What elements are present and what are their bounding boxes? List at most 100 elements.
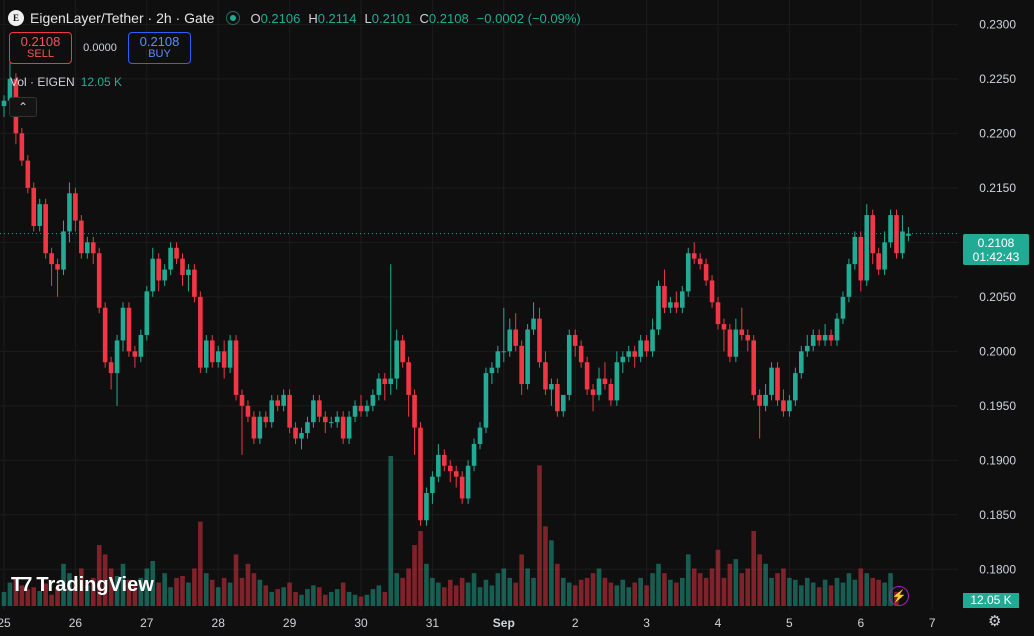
volume-bar bbox=[79, 568, 84, 606]
volume-bar bbox=[108, 568, 114, 606]
volume-label: Vol · EIGEN bbox=[10, 75, 75, 89]
trade-panel: 0.2108 SELL 0.0000 0.2108 BUY bbox=[9, 32, 191, 64]
candle-body bbox=[257, 416, 263, 439]
candle-body bbox=[745, 334, 751, 341]
volume-bar bbox=[430, 577, 435, 606]
candle-body bbox=[680, 291, 685, 308]
volume-bar bbox=[305, 589, 310, 606]
volume-bar bbox=[96, 545, 102, 606]
volume-bar bbox=[192, 568, 197, 606]
volume-bar bbox=[436, 582, 441, 606]
lightning-icon[interactable]: ⚡ bbox=[889, 586, 909, 606]
buy-button[interactable]: 0.2108 BUY bbox=[128, 32, 191, 64]
candle-body bbox=[447, 465, 453, 472]
volume-bar bbox=[281, 587, 286, 606]
candle-body bbox=[150, 258, 156, 292]
volume-bar bbox=[816, 587, 822, 606]
volume-bar bbox=[840, 582, 846, 606]
candle-body bbox=[477, 427, 483, 444]
tradingview-logo[interactable]: T7 TradingView bbox=[11, 574, 154, 597]
volume-bar bbox=[525, 568, 530, 606]
candles bbox=[1, 62, 911, 526]
volume-bar bbox=[864, 573, 870, 606]
candle-body bbox=[108, 362, 114, 374]
volume-bar bbox=[537, 465, 542, 606]
candle-body bbox=[346, 416, 352, 439]
candle-body bbox=[739, 329, 745, 335]
candle-body bbox=[644, 340, 649, 352]
volume-bar bbox=[703, 577, 709, 606]
volume-bar bbox=[727, 563, 733, 606]
volume-bar bbox=[846, 573, 852, 606]
volume-bar bbox=[245, 563, 251, 606]
volume-bar bbox=[561, 577, 566, 606]
price-axis[interactable]: 0.23000.22500.22000.21500.21000.20500.20… bbox=[979, 17, 1016, 576]
candle-body bbox=[31, 187, 37, 226]
volume-bar bbox=[745, 568, 751, 606]
candle-body bbox=[465, 465, 471, 499]
volume-bar bbox=[870, 577, 875, 606]
volume-bar bbox=[114, 576, 120, 606]
candle-body bbox=[876, 253, 881, 270]
candle-body bbox=[697, 258, 703, 265]
candle-body bbox=[281, 394, 286, 406]
time-tick-label: 26 bbox=[69, 616, 83, 630]
candle-body bbox=[120, 307, 126, 341]
volume-bar bbox=[549, 540, 554, 606]
market-status-icon[interactable] bbox=[226, 11, 241, 25]
volume-bar bbox=[269, 591, 275, 606]
sell-button[interactable]: 0.2108 SELL bbox=[9, 32, 72, 64]
candle-body bbox=[781, 400, 786, 412]
volume-bar bbox=[168, 587, 173, 606]
candle-body bbox=[436, 454, 441, 477]
time-tick-label: 31 bbox=[426, 616, 440, 630]
candle-body bbox=[287, 394, 292, 428]
volume-bar bbox=[204, 573, 209, 606]
price-tick-label: 0.2150 bbox=[979, 181, 1016, 195]
candle-body bbox=[334, 416, 340, 423]
volume-bar bbox=[465, 582, 471, 606]
volume-bar bbox=[251, 573, 257, 606]
eigenlayer-logo-icon[interactable]: E bbox=[8, 10, 24, 26]
volume-bar bbox=[7, 582, 13, 606]
candle-body bbox=[715, 302, 721, 325]
candle-body bbox=[894, 215, 899, 254]
volume-bar bbox=[513, 582, 518, 606]
candle-body bbox=[96, 253, 102, 308]
volume-bar bbox=[644, 585, 649, 606]
candle-body bbox=[323, 416, 328, 423]
candle-body bbox=[215, 351, 221, 363]
symbol-title[interactable]: EigenLayer/Tether · 2h · Gate bbox=[30, 10, 215, 26]
volume-bar bbox=[691, 568, 697, 606]
volume-bar bbox=[590, 573, 596, 606]
candle-body bbox=[144, 291, 150, 335]
volume-legend[interactable]: Vol · EIGEN 12.05 K bbox=[10, 75, 122, 89]
volume-bar bbox=[775, 573, 780, 606]
time-axis[interactable]: 25 26 27 28 29 30 31 Sep 2 3 4 5 6 7 bbox=[0, 616, 936, 630]
candle-body bbox=[566, 334, 572, 395]
chevron-up-icon[interactable]: ⌃ bbox=[9, 97, 37, 117]
time-tick-label: 30 bbox=[354, 616, 368, 630]
volume-bar bbox=[668, 579, 673, 606]
volume-bar bbox=[31, 587, 37, 606]
price-tick-label: 0.2200 bbox=[979, 126, 1016, 140]
candle-body bbox=[804, 345, 810, 352]
tradingview-mark-icon: T7 bbox=[11, 574, 32, 596]
volume-bar bbox=[126, 579, 132, 606]
candle-body bbox=[638, 340, 643, 357]
volume-bar bbox=[858, 568, 864, 606]
candle-body bbox=[1, 100, 7, 107]
volume-bar bbox=[596, 568, 602, 606]
sell-price: 0.2108 bbox=[20, 34, 61, 49]
candle-body bbox=[263, 416, 269, 423]
gear-icon[interactable]: ⚙ bbox=[988, 613, 1002, 630]
candle-body bbox=[174, 247, 179, 259]
candle-body bbox=[810, 334, 816, 346]
candle-body bbox=[834, 318, 840, 341]
candle-body bbox=[328, 422, 334, 424]
volume-bar bbox=[620, 579, 626, 606]
candle-body bbox=[227, 340, 233, 368]
volume-bar bbox=[227, 582, 233, 606]
candle-body bbox=[340, 416, 346, 439]
